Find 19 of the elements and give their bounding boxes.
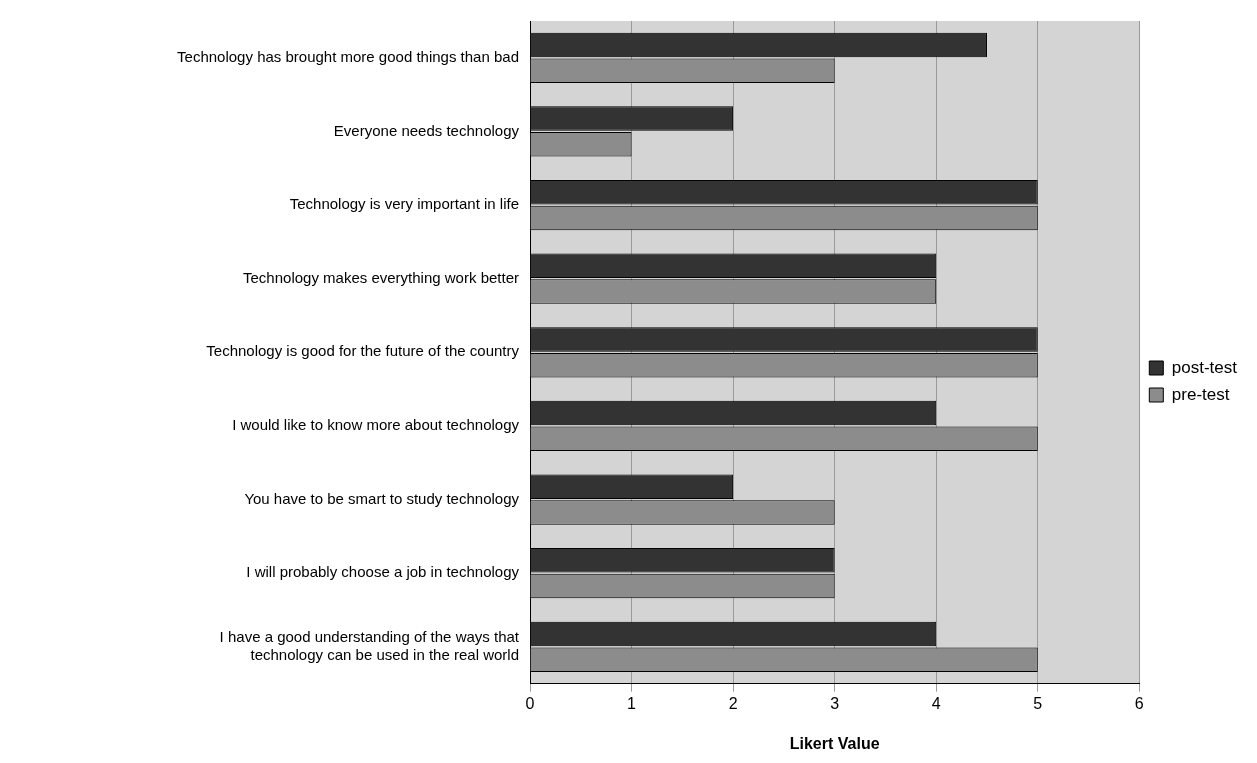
y-tick-label: I will probably choose a job in technology (246, 563, 520, 581)
y-tick-label: Technology makes everything work better (243, 268, 519, 286)
x-tick-label: 3 (830, 694, 840, 712)
y-tick-label: I have a good understanding of the ways that technology can be used in the real world (219, 627, 520, 663)
y-tick-label: Technology has brought more good things than bad (177, 47, 519, 65)
y-tick-label: Technology is good for the future of the country (206, 342, 520, 360)
legend-label: post-test (1171, 357, 1238, 377)
y-tick-label: I would like to know more about technology (232, 416, 520, 434)
x-tick-label: 0 (525, 694, 535, 712)
x-tick-label: 6 (1134, 694, 1144, 712)
x-tick-label: 4 (931, 694, 941, 712)
x-tick-label: 1 (627, 694, 637, 712)
x-tick-label: 5 (1033, 694, 1043, 712)
y-tick-label: Technology is very important in life (289, 195, 519, 213)
legend-label: pre-test (1171, 384, 1230, 404)
y-tick-label: You have to be smart to study technology (244, 489, 520, 507)
y-tick-label: Everyone needs technology (333, 121, 520, 139)
x-axis-title: Likert Value (789, 734, 880, 752)
x-tick-label: 2 (728, 694, 738, 712)
